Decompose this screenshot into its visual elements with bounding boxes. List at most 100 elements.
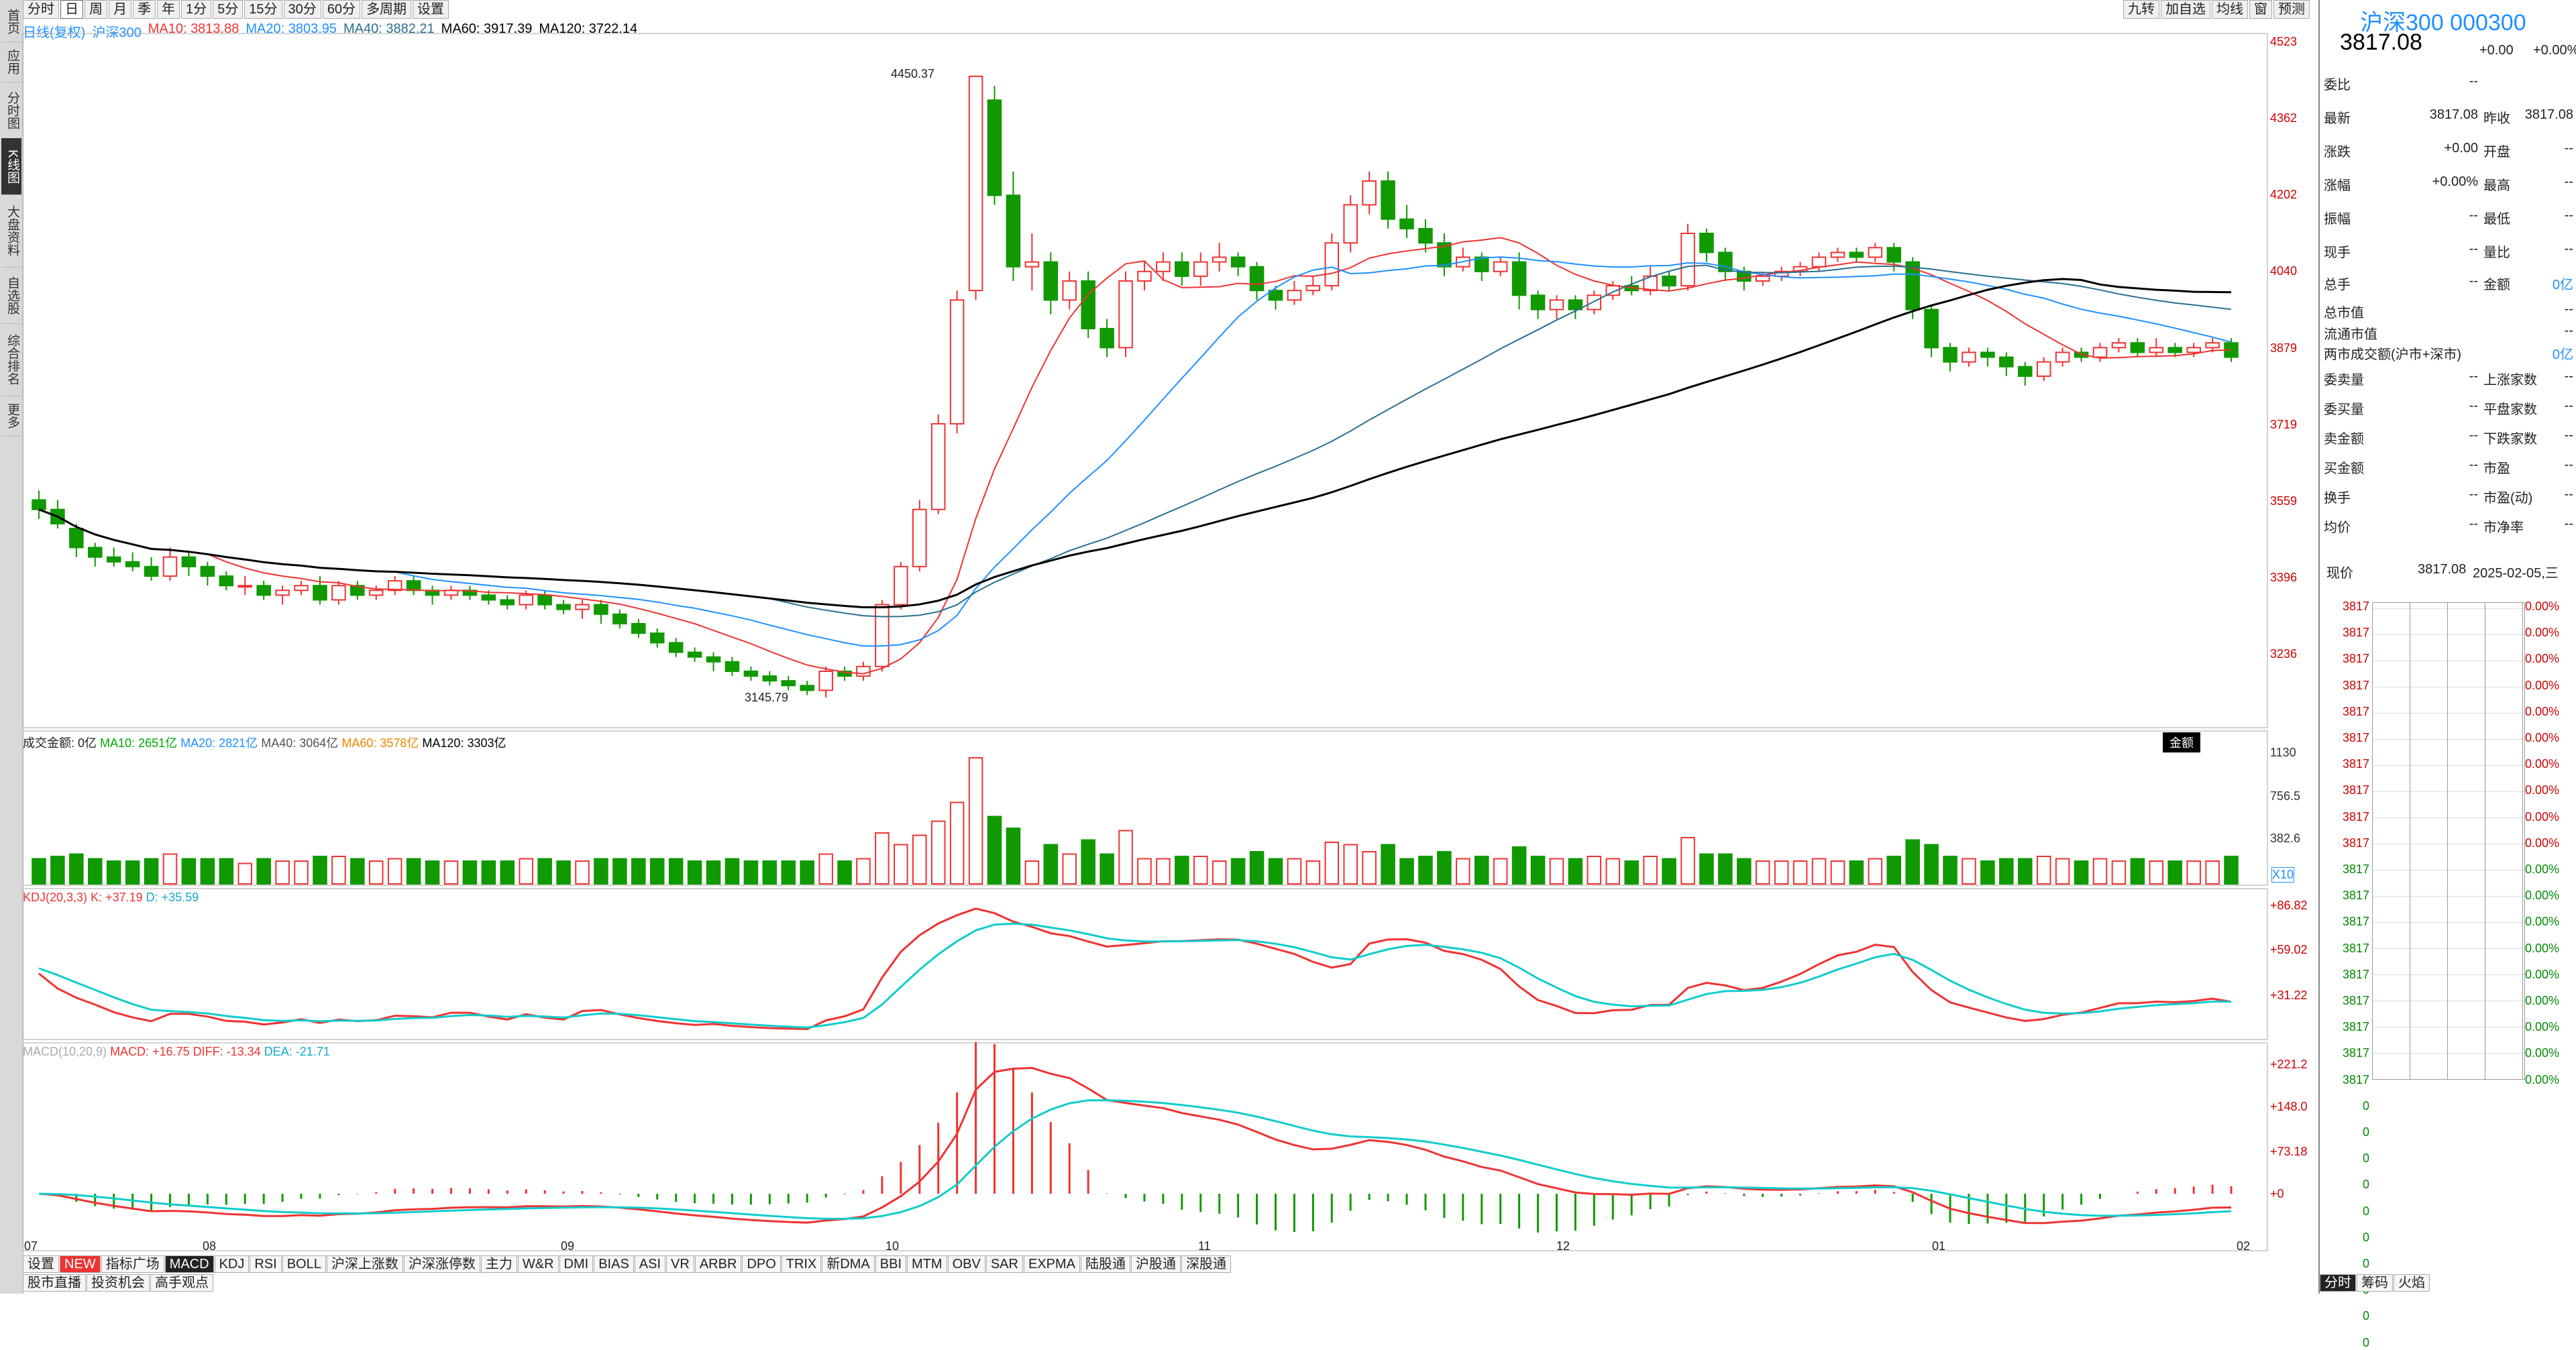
candle [219,571,234,591]
tool-button-1[interactable]: 加自选 [2161,0,2210,19]
indicator-tab-8[interactable]: 沪深涨停数 [403,1255,480,1273]
indicator-tab-13[interactable]: ASI [634,1255,666,1273]
macd-tick-0: +221.2 [2270,1058,2308,1071]
candle [1305,276,1321,296]
indicator-tab-18[interactable]: 新DMA [822,1255,875,1273]
tool-button-0[interactable]: 九转 [2123,0,2159,19]
candle [1268,286,1283,310]
now-label: 现价 [2326,566,2353,581]
candle [2111,338,2127,353]
tick-pct-14: 0.00% [2525,967,2560,981]
high-annotation: 4450.37 [891,67,935,80]
tick-value-18: 3817 [2342,1072,2369,1086]
volume-bar [1137,858,1152,885]
quote-value-2: +0.00 [2444,141,2478,156]
leftbar-item-0[interactable]: 首页 [1,1,21,42]
volume-bar [1118,830,1133,885]
kline-chart[interactable] [0,0,2318,1294]
info-tab-0[interactable]: 股市直播 [23,1274,86,1292]
volume-bar [1755,860,1770,885]
candle [631,618,646,638]
leftbar-item-1[interactable]: 应用 [1,42,21,82]
indicator-tab-12[interactable]: BIAS [594,1255,634,1273]
indicator-tab-26[interactable]: 深股通 [1181,1255,1231,1273]
indicator-tab-6[interactable]: BOLL [282,1255,326,1273]
period-tab-11[interactable]: 多周期 [362,0,411,19]
candle [2092,343,2108,362]
quote-value2-3: -- [2564,174,2573,189]
tool-button-4[interactable]: 预测 [2273,0,2310,19]
leftbar-item-3[interactable]: K线图 [1,138,21,195]
vol-ma40: MA40: 3064亿 [261,736,339,750]
panel-tab-2[interactable]: 火焰 [2394,1274,2430,1292]
quote-label-8: 流通市值 [2324,327,2377,342]
leftbar-item-6[interactable]: 综合排名 [1,323,21,396]
info-tab-2[interactable]: 高手观点 [150,1274,213,1292]
volume-bar [1062,853,1077,885]
period-tab-8[interactable]: 15分 [244,0,282,19]
period-tab-10[interactable]: 60分 [322,0,360,19]
candle [1230,252,1246,276]
period-tab-12[interactable]: 设置 [413,0,449,19]
candle [1287,280,1302,305]
kdj-d-line [38,922,2232,1029]
tick-pct-16: 0.00% [2525,1020,2560,1034]
ma10-line [38,237,2232,675]
month-label-0: 07 [24,1239,38,1253]
month-label-5: 12 [1556,1239,1570,1253]
indicator-tab-14[interactable]: VR [666,1255,694,1273]
volume-bar [144,858,159,885]
indicator-tab-21[interactable]: OBV [947,1255,985,1273]
period-tab-3[interactable]: 月 [109,0,131,19]
main-chart-legend: 日线(复权) 沪深300 MA10: 3813.88 MA20: 3803.95… [23,21,637,41]
volume-bar [162,853,178,885]
period-tab-1[interactable]: 日 [60,0,83,19]
panel-tab-0[interactable]: 分时 [2320,1274,2356,1292]
volume-bar [87,858,103,885]
indicator-tab-1[interactable]: NEW [60,1255,101,1273]
period-tab-2[interactable]: 周 [85,0,107,19]
indicator-tab-20[interactable]: MTM [907,1255,947,1273]
period-tab-9[interactable]: 30分 [283,0,321,19]
indicator-tab-9[interactable]: 主力 [480,1255,517,1273]
indicator-tab-22[interactable]: SAR [985,1255,1023,1273]
indicator-tab-2[interactable]: 指标广场 [101,1255,164,1273]
period-tab-6[interactable]: 1分 [181,0,212,19]
indicator-tab-23[interactable]: EXPMA [1023,1255,1080,1273]
volume-bar [687,860,702,885]
panel-tabs: 分时 筹码 火焰 [2320,1274,2430,1292]
leftbar-item-7[interactable]: 更多 [1,396,21,437]
indicator-tab-3[interactable]: MACD [164,1255,214,1273]
indicator-tab-10[interactable]: W&R [517,1255,559,1273]
panel-tab-1[interactable]: 筹码 [2357,1274,2393,1292]
indicator-tab-16[interactable]: DPO [742,1255,781,1273]
volume-bar [1999,858,2014,885]
indicator-tab-24[interactable]: 陆股通 [1080,1255,1130,1273]
period-tab-4[interactable]: 季 [133,0,156,19]
indicator-tab-11[interactable]: DMI [559,1255,594,1273]
leftbar-item-5[interactable]: 自选股 [1,267,21,324]
quote-label2-11: 平盘家数 [2483,402,2537,417]
quote-value2-2: -- [2564,141,2573,156]
period-tab-5[interactable]: 年 [157,0,180,19]
amount-button[interactable]: 金额 [2163,732,2200,752]
indicator-tab-7[interactable]: 沪深上涨数 [326,1255,403,1273]
legend-ma120: MA120: 3722.14 [539,21,638,36]
indicator-tab-17[interactable]: TRIX [781,1255,822,1273]
quote-label2-5: 量比 [2483,245,2510,260]
indicator-tab-5[interactable]: RSI [250,1255,282,1273]
indicator-tab-4[interactable]: KDJ [214,1255,250,1273]
indicator-tab-19[interactable]: BBI [875,1255,907,1273]
leftbar-item-4[interactable]: 大盘资料 [1,194,21,268]
candle [1718,247,1733,281]
candle [87,543,103,567]
indicator-tab-25[interactable]: 沪股通 [1130,1255,1181,1273]
indicator-tab-15[interactable]: ARBR [694,1255,742,1273]
period-tab-0[interactable]: 分时 [23,0,59,19]
tool-button-2[interactable]: 均线 [2212,0,2248,19]
indicator-tab-0[interactable]: 设置 [23,1255,59,1273]
tool-button-3[interactable]: 窗 [2249,0,2272,19]
quote-label2-3: 最高 [2483,178,2510,193]
period-tab-7[interactable]: 5分 [213,0,244,19]
info-tab-1[interactable]: 投资机会 [87,1274,150,1292]
